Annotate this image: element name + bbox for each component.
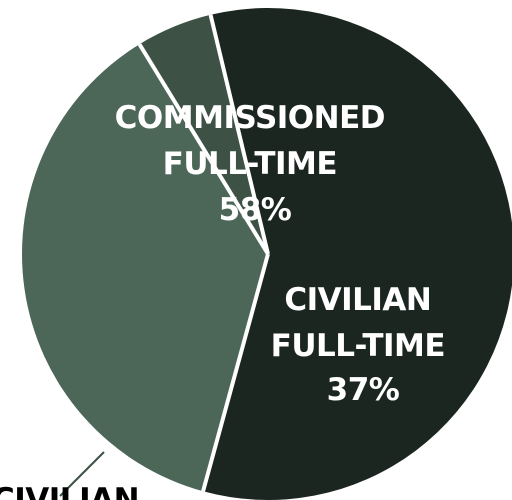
label-civilian-part-time: CIVILIAN	[0, 482, 139, 500]
slice-commissioned-full-time	[203, 8, 512, 500]
label-commissioned-percent: 58%	[219, 192, 292, 228]
slice-separator-1	[137, 43, 270, 256]
label-commissioned-line-2: FULL-TIME	[163, 146, 337, 182]
label-civilian-line-2: FULL-TIME	[271, 328, 445, 364]
slice-separators	[137, 14, 270, 492]
slice-separator-2	[208, 14, 270, 255]
leader-line-civilian-part-time	[59, 451, 105, 497]
label-civilian-line-1: CIVILIAN	[284, 282, 431, 318]
slice-civilian-part-time	[139, 14, 268, 254]
slice-separator-0	[201, 253, 270, 492]
label-civilian-percent: 37%	[327, 372, 400, 408]
label-commissioned-line-1: COMMISSIONED	[115, 100, 385, 136]
label-commissioned-full-time: COMMISSIONED FULL-TIME 58%	[115, 100, 396, 228]
label-civilian-full-time: CIVILIAN FULL-TIME 37%	[271, 282, 456, 408]
